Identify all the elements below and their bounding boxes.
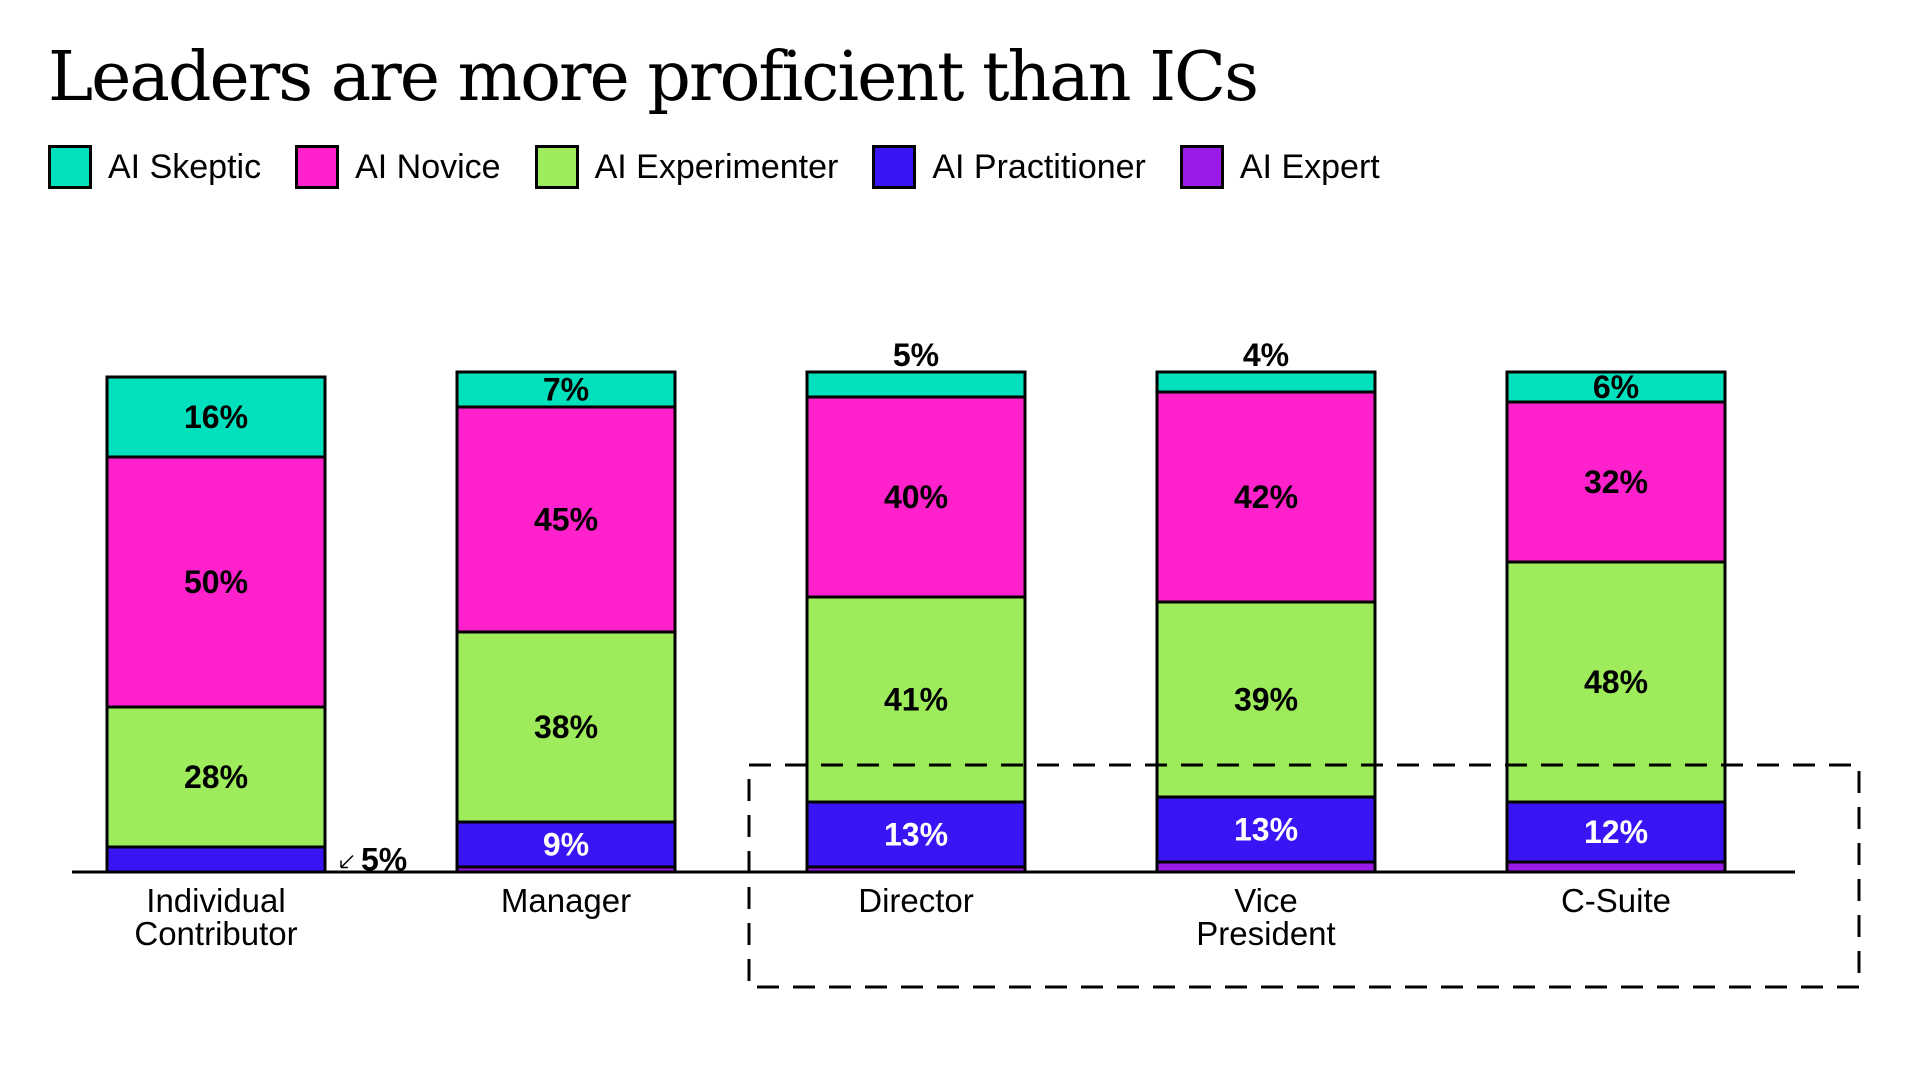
category-label: Individual <box>146 882 285 919</box>
legend-swatch <box>872 145 917 189</box>
bar-segment <box>105 845 327 874</box>
data-label: 9% <box>543 827 589 863</box>
bar-segment <box>805 370 1027 399</box>
data-label: 4% <box>1243 337 1289 373</box>
bar-segment <box>455 630 677 824</box>
data-label: 5% <box>893 337 939 373</box>
data-label: 12% <box>1584 814 1648 850</box>
bar-segment <box>1505 560 1727 804</box>
bar-segment <box>805 595 1027 804</box>
bar-segment <box>1155 370 1377 394</box>
category-label: Director <box>858 882 974 919</box>
legend-swatch <box>1179 145 1224 189</box>
category-label: Vice <box>1234 882 1298 919</box>
bar-segment <box>455 405 677 634</box>
bar-segment <box>805 800 1027 869</box>
legend-item: AI Skeptic <box>48 145 261 189</box>
legend-label: AI Skeptic <box>108 147 262 186</box>
legend-swatch <box>48 145 92 189</box>
chart-title: Leaders are more proficient than ICs <box>48 38 1259 117</box>
bar-segment <box>1155 390 1377 604</box>
category-label: President <box>1196 915 1335 952</box>
legend-item: AI Novice <box>295 145 501 189</box>
legend-label: AI Practitioner <box>932 147 1146 186</box>
data-label: 42% <box>1234 479 1298 515</box>
highlight-box <box>747 763 1861 989</box>
legend-item: AI Practitioner <box>872 145 1146 189</box>
data-label: 39% <box>1234 682 1298 718</box>
data-label: 28% <box>184 759 248 795</box>
bar-segment <box>805 395 1027 599</box>
data-label: 38% <box>534 709 598 745</box>
bar-segment <box>105 705 327 849</box>
data-label: 13% <box>884 817 948 853</box>
legend-label: AI Novice <box>355 147 501 186</box>
data-label: 32% <box>1584 464 1648 500</box>
legend-label: AI Experimenter <box>594 147 839 186</box>
data-label: 45% <box>534 502 598 538</box>
data-label: 7% <box>543 372 589 408</box>
bar-segment <box>1505 400 1727 564</box>
data-label: 41% <box>884 682 948 718</box>
data-label: 48% <box>1584 664 1648 700</box>
category-label: C-Suite <box>1561 882 1671 919</box>
legend-swatch <box>534 145 579 189</box>
bar-segment <box>455 370 677 409</box>
bar-segment <box>1505 370 1727 404</box>
legend: AI Skeptic AI Novice AI Experimenter AI Pra… <box>48 142 1414 192</box>
bar-segment <box>105 375 327 459</box>
legend-swatch <box>295 145 340 189</box>
data-label: 6% <box>1593 369 1639 405</box>
legend-label: AI Expert <box>1239 147 1380 186</box>
data-label: 16% <box>184 399 248 435</box>
data-label: 40% <box>884 479 948 515</box>
legend-item: AI Experimenter <box>534 145 839 189</box>
data-label: 50% <box>184 564 248 600</box>
bar-segment <box>105 455 327 709</box>
category-label: Manager <box>501 882 631 919</box>
data-label: 13% <box>1234 812 1298 848</box>
callout-arrow <box>340 854 354 869</box>
category-label: Contributor <box>134 915 297 952</box>
legend-item: AI Expert <box>1179 145 1380 189</box>
